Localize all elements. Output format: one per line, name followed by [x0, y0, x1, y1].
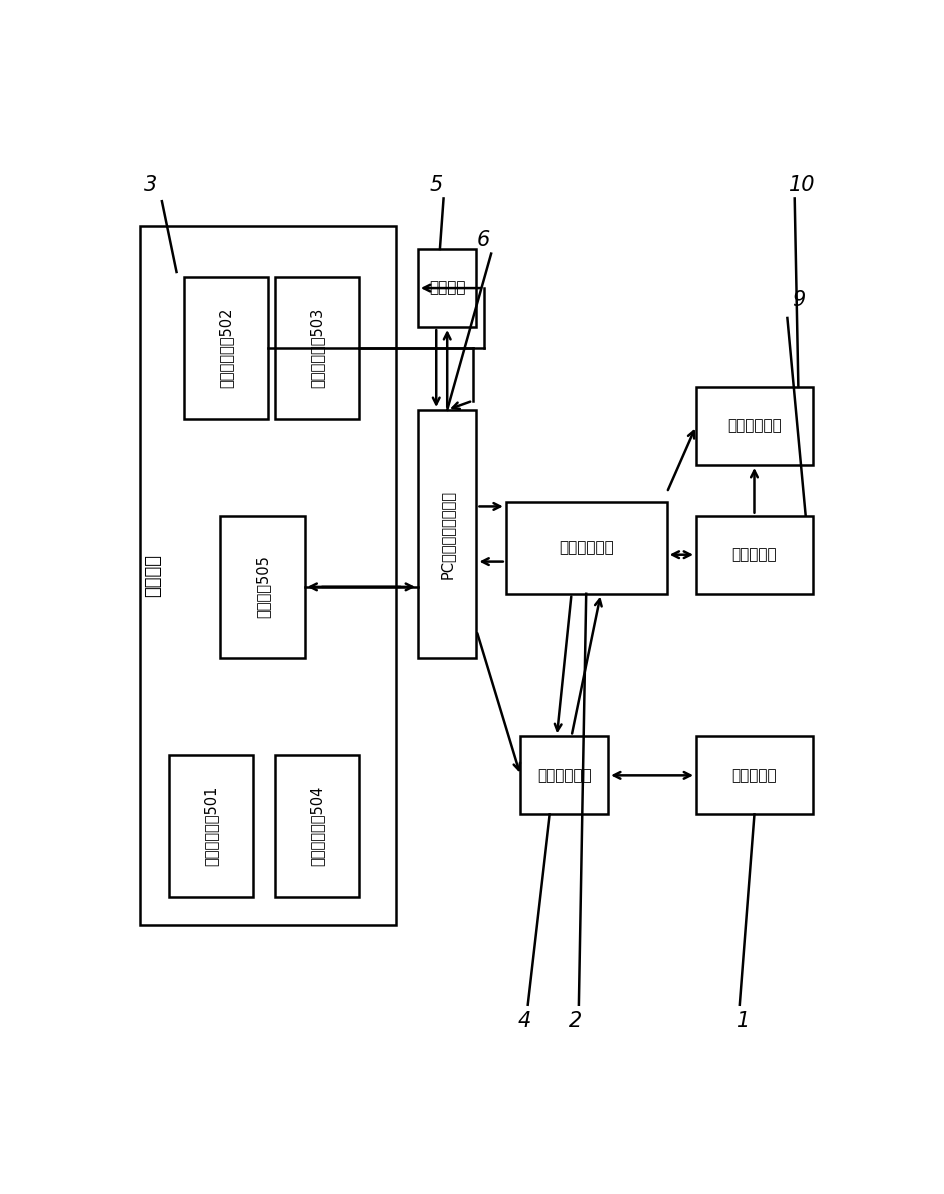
Text: 视频接入单元501: 视频接入单元501	[204, 786, 219, 866]
Bar	[418, 410, 477, 658]
Text: 1: 1	[737, 1011, 750, 1032]
Text: 校准配置单元502: 校准配置单元502	[218, 308, 233, 388]
Text: 地图编辑单元504: 地图编辑单元504	[310, 786, 325, 866]
Bar	[696, 737, 813, 814]
Text: 显示设备: 显示设备	[429, 281, 465, 296]
Text: 流媒体服务器: 流媒体服务器	[727, 418, 782, 433]
Text: 9: 9	[792, 290, 805, 309]
Text: 前端摄像机: 前端摄像机	[732, 768, 777, 783]
Bar	[184, 277, 268, 419]
Text: 3: 3	[144, 174, 158, 195]
Text: 网络传输设备: 网络传输设备	[559, 541, 614, 555]
Bar	[221, 516, 305, 658]
Text: 4: 4	[517, 1011, 531, 1032]
Bar	[276, 755, 360, 897]
Bar	[276, 277, 360, 419]
Text: 2: 2	[568, 1011, 582, 1032]
Text: 软件平台: 软件平台	[144, 554, 162, 597]
Bar	[696, 516, 813, 593]
Text: 基础单元505: 基础单元505	[255, 555, 270, 618]
Text: 网络摄像机: 网络摄像机	[732, 547, 777, 562]
Text: 6: 6	[477, 229, 491, 250]
Bar	[520, 737, 608, 814]
Text: PC服务器（含软件）: PC服务器（含软件）	[440, 490, 455, 579]
Text: 视频校正单元503: 视频校正单元503	[310, 308, 325, 388]
Bar	[696, 387, 813, 464]
Text: 视频接入设备: 视频接入设备	[537, 768, 592, 783]
Bar	[418, 250, 477, 327]
Text: 5: 5	[430, 174, 443, 195]
Text: 10: 10	[789, 174, 816, 195]
Bar	[140, 226, 396, 924]
Bar	[169, 755, 253, 897]
Bar	[506, 501, 666, 593]
